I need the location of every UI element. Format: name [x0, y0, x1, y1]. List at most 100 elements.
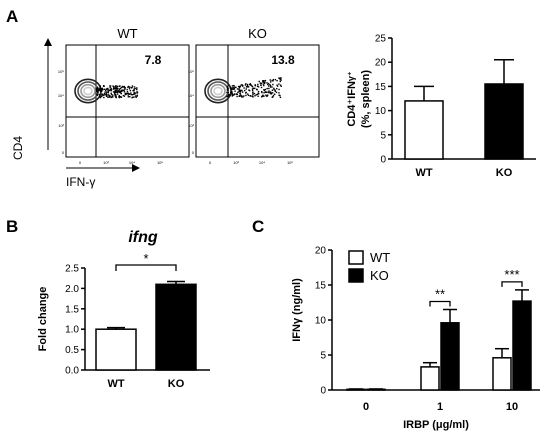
flow-event-dot — [115, 95, 117, 97]
flow-y-axis-label: CD4 — [11, 136, 25, 160]
flow-event-dot — [110, 96, 112, 99]
y-tick-label: 25 — [375, 34, 387, 45]
bar-ko — [484, 83, 524, 160]
flow-event-dot — [252, 92, 254, 94]
flow-event-dot — [116, 86, 119, 88]
flow-event-dot — [261, 95, 263, 98]
flow-event-dot — [263, 89, 266, 92]
chart-b-bar: 0.0 0.5 1.0 1.5 2.0 2.5 WT KO * Fold change — [37, 251, 210, 390]
flow-event-dot — [110, 92, 112, 94]
flow-event-dot — [136, 87, 138, 89]
flow-event-dot — [237, 91, 239, 94]
flow-event-dot — [263, 89, 265, 91]
flow-event-dot — [110, 87, 112, 90]
flow-event-dot — [260, 86, 263, 89]
flow-event-dot — [263, 81, 266, 84]
flow-event-dot — [123, 86, 126, 89]
flow-event-dot — [116, 89, 118, 92]
flow-event-dot — [101, 89, 103, 92]
flow-event-dot — [253, 92, 256, 95]
flow-event-dot — [136, 91, 138, 93]
flow-event-dot — [263, 84, 265, 87]
flow-event-dot — [260, 82, 262, 85]
flow-event-dot — [129, 89, 132, 92]
flow-event-dot — [96, 87, 98, 90]
flow-event-dot — [133, 86, 136, 88]
flow-event-dot — [274, 89, 276, 91]
flow-event-dot — [241, 96, 243, 98]
flow-event-dot — [130, 92, 132, 94]
flow-event-dot — [238, 95, 241, 97]
flow-event-dot — [118, 96, 121, 99]
flow-event-dot — [135, 96, 137, 99]
flow-quadrant-percent: 7.8 — [145, 53, 162, 67]
flow-event-dot — [114, 87, 117, 90]
flow-x-tick-label: 10⁵ — [157, 160, 163, 165]
flow-event-dot — [112, 85, 114, 87]
flow-event-dot — [135, 87, 137, 90]
flow-event-dot — [133, 96, 135, 98]
flow-event-dot — [274, 90, 276, 92]
flow-event-dot — [278, 83, 280, 85]
flow-event-dot — [123, 90, 126, 93]
flow-event-dot — [270, 92, 272, 95]
flow-event-dot — [129, 86, 131, 89]
y-tick-label: 20 — [315, 246, 327, 257]
flow-event-dot — [112, 91, 115, 93]
flow-event-dot — [105, 94, 108, 97]
flow-event-dot — [257, 83, 259, 86]
flow-event-dot — [105, 88, 108, 90]
flow-event-dot — [267, 83, 269, 86]
flow-event-dot — [108, 89, 111, 92]
flow-x-tick-label: 0 — [79, 160, 82, 165]
flow-event-dot — [123, 89, 125, 92]
flow-event-dot — [133, 88, 136, 90]
flow-event-dot — [114, 93, 116, 95]
flow-event-dot — [272, 83, 274, 86]
flow-event-dot — [263, 81, 265, 83]
flow-event-dot — [123, 85, 126, 88]
flow-event-dot — [267, 85, 270, 87]
flow-event-dot — [105, 92, 108, 94]
flow-event-dot — [133, 89, 135, 92]
flow-event-dot — [272, 94, 275, 97]
flow-event-dot — [116, 91, 119, 93]
flow-event-dot — [273, 88, 275, 91]
flow-y-tick-label: 10⁵ — [58, 69, 64, 74]
x-axis-label: IRBP (μg/ml) — [403, 419, 469, 431]
y-tick-label: 0 — [380, 155, 386, 166]
bar-wt-10 — [492, 357, 512, 391]
flow-event-dot — [101, 95, 103, 98]
flow-event-dot — [111, 93, 113, 96]
flow-event-dot — [109, 86, 111, 89]
flow-event-dot — [121, 85, 124, 88]
flow-event-dot — [232, 94, 234, 96]
flow-event-dot — [227, 95, 230, 97]
flow-event-dot — [241, 89, 243, 92]
flow-event-dot — [227, 94, 230, 96]
flow-event-dot — [271, 89, 274, 91]
bar-ko — [155, 283, 197, 371]
flow-density-contour — [210, 83, 226, 99]
flow-event-dot — [107, 94, 109, 96]
bar-ko-10 — [512, 300, 532, 391]
flow-event-dot — [115, 91, 117, 93]
flow-event-dot — [269, 81, 272, 83]
flow-y-tick-label: 10⁵ — [188, 69, 194, 74]
flow-event-dot — [261, 90, 263, 93]
flow-event-dot — [136, 95, 138, 97]
flow-event-dot — [234, 90, 236, 92]
chart-a-bar: 0 5 10 15 20 25 WT KO CD4⁺IFNγ⁺ (%, spleen) — [346, 34, 536, 179]
flow-event-dot — [226, 89, 229, 91]
flow-y-tick-label: 10⁴ — [58, 93, 64, 98]
flow-event-dot — [120, 92, 122, 94]
flow-event-dot — [128, 93, 131, 95]
flow-event-dot — [129, 95, 131, 98]
flow-event-dot — [262, 95, 264, 97]
flow-event-dot — [101, 87, 104, 90]
flow-quadrant-percent: 13.8 — [271, 53, 295, 67]
flow-x-tick-label: 10⁴ — [259, 160, 265, 165]
y-tick-label: 2.0 — [65, 284, 79, 295]
flow-event-dot — [236, 93, 238, 95]
